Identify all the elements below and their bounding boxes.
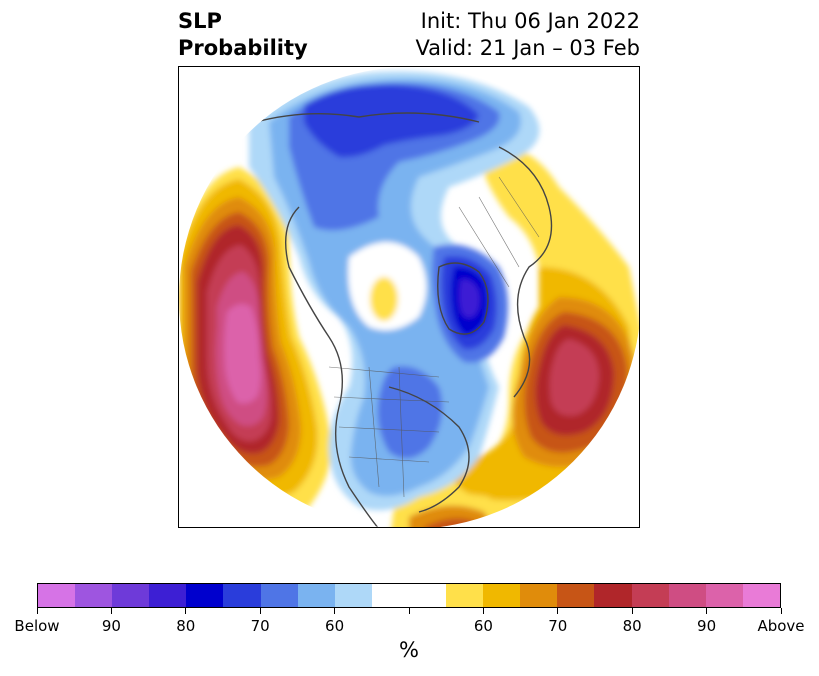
colorbar-segment: [75, 584, 113, 607]
colorbar-tick-label: 60: [473, 617, 493, 635]
colorbar-segment: [520, 584, 558, 607]
borders: [328, 176, 540, 498]
colorbar-tick: [185, 608, 187, 614]
colorbar-segment: [557, 584, 595, 607]
polar-map: [178, 66, 640, 528]
colorbar-tick: [482, 608, 484, 614]
colorbar-segment: [668, 584, 706, 607]
colorbar-tick-label: 60: [325, 617, 345, 635]
arctic-below-75: [304, 84, 479, 158]
colorbar-tick-label: 90: [697, 617, 717, 635]
pole-above-60: [370, 277, 398, 321]
central-below-85: [459, 279, 480, 318]
colorbar-segment: [371, 584, 409, 607]
colorbar-tick-label: 70: [250, 617, 270, 635]
colorbar-tick-label: 80: [176, 617, 196, 635]
coastlines: [238, 112, 553, 527]
colorbar-tick: [631, 608, 633, 614]
map-title-left: SLP Probability: [178, 8, 308, 62]
colorbar-segment: [149, 584, 187, 607]
colorbar-tick: [259, 608, 261, 614]
colorbar-segment: [631, 584, 669, 607]
colorbar-tick: [706, 608, 708, 614]
colorbar-segment: [112, 584, 150, 607]
colorbar-tick-label: 80: [622, 617, 642, 635]
colorbar-segment: [742, 584, 780, 607]
colorbar-tick-label: Above: [757, 617, 805, 635]
title-variable: SLP: [178, 9, 222, 33]
colorbar-segment: [408, 584, 447, 607]
colorbar-segment: [446, 584, 484, 607]
pac-above-95: [224, 303, 261, 404]
colorbar-tick-label: 90: [101, 617, 121, 635]
colorbar-tick-label: 70: [548, 617, 568, 635]
map-title-right: Init: Thu 06 Jan 2022 Valid: 21 Jan – 03…: [415, 8, 640, 62]
colorbar-segment: [223, 584, 261, 607]
colorbar-unit-label: %: [399, 638, 419, 662]
colorbar-segment: [483, 584, 521, 607]
colorbar-segment: [297, 584, 335, 607]
colorbar-tick-label: Below: [14, 617, 60, 635]
na-below-70: [377, 366, 443, 459]
colorbar-tick: [110, 608, 112, 614]
colorbar-segment: [186, 584, 224, 607]
colorbar-tick: [408, 608, 410, 614]
probability-map-svg: [179, 67, 639, 527]
colorbar-segment: [594, 584, 632, 607]
colorbar-tick: [557, 608, 559, 614]
colorbar-segment: [705, 584, 743, 607]
colorbar: [37, 583, 781, 608]
colorbar-segment: [38, 584, 76, 607]
colorbar-tick: [36, 608, 38, 614]
colorbar-tick: [780, 608, 782, 614]
title-quantity: Probability: [178, 36, 308, 60]
colorbar-tick: [334, 608, 336, 614]
colorbar-segment: [334, 584, 372, 607]
ne-above-85: [549, 339, 599, 416]
title-init-date: Init: Thu 06 Jan 2022: [420, 9, 640, 33]
title-valid-range: Valid: 21 Jan – 03 Feb: [415, 36, 640, 60]
colorbar-segment: [260, 584, 298, 607]
